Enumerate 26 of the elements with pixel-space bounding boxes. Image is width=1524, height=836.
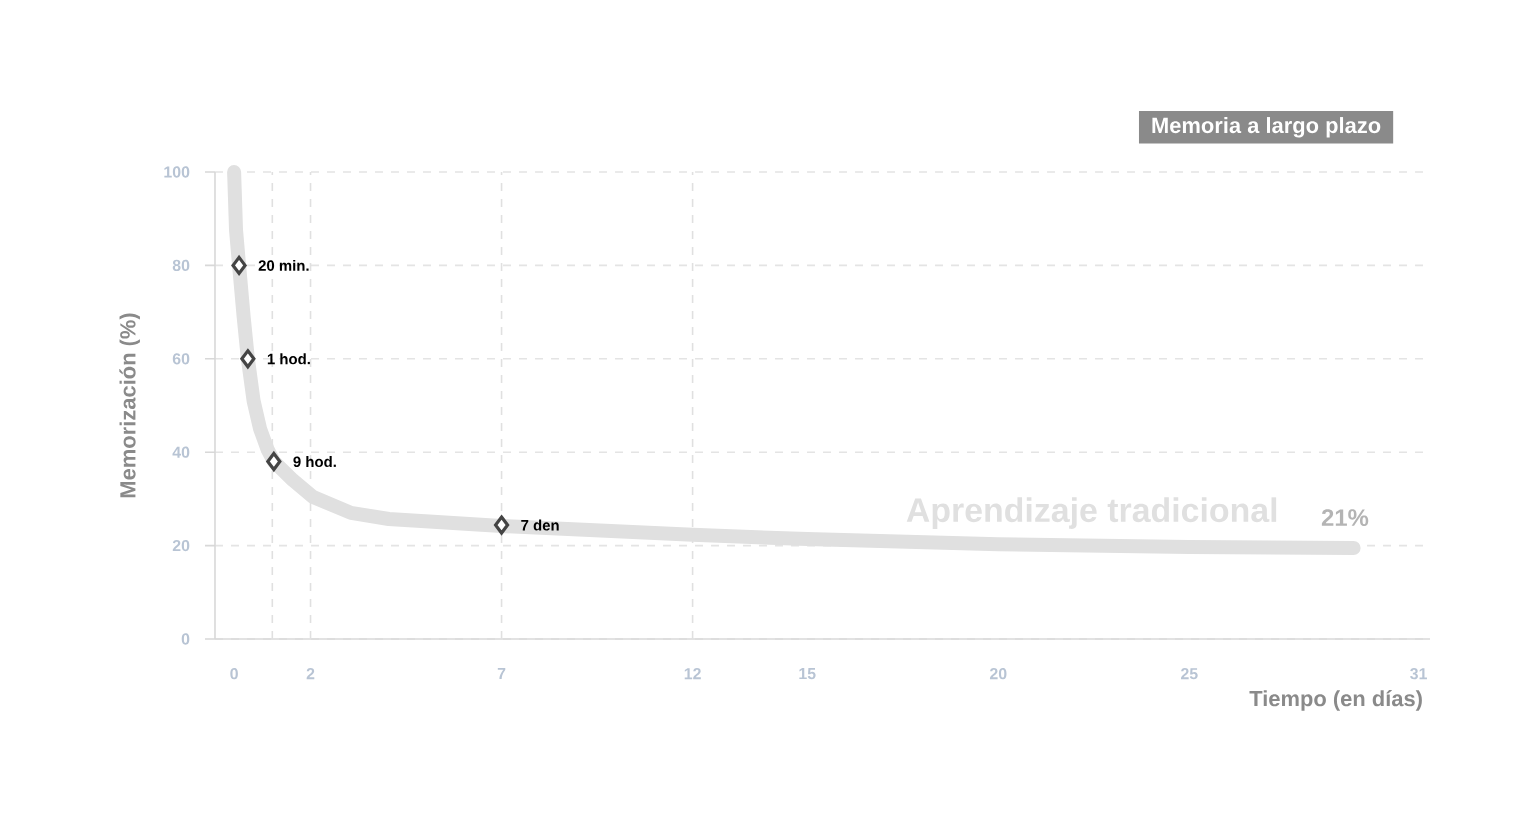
x-tick-label: 20 — [989, 668, 1007, 680]
x-tick-label: 31 — [1410, 668, 1427, 680]
y-tick-label: 60 — [172, 353, 190, 365]
y-tick-label: 40 — [172, 446, 190, 458]
x-tick-label: 0 — [230, 668, 238, 680]
x-axis-title: Tiempo (en días) — [1249, 690, 1422, 711]
x-tick-label: 15 — [799, 668, 816, 680]
x-tick-label: 2 — [306, 668, 315, 680]
x-tick-label: 12 — [684, 668, 701, 680]
y-tick-label: 0 — [181, 633, 190, 645]
y-tick-label: 100 — [164, 166, 190, 178]
x-tick-label: 25 — [1181, 668, 1198, 680]
point — [266, 451, 282, 472]
y-axis-title: Memorización (%) — [119, 313, 140, 498]
annotation: 20 min. — [258, 259, 309, 271]
y-tick-label: 80 — [172, 259, 190, 272]
point — [493, 515, 510, 535]
point — [231, 255, 247, 275]
annotation: 21% — [1321, 509, 1369, 527]
x-tick-label: 7 — [497, 668, 506, 680]
text: Memoria a largo plazo — [1152, 117, 1381, 138]
annotation: 9 hod. — [293, 456, 336, 468]
annotation: 1 hod. — [267, 353, 310, 365]
y-tick-label: 20 — [172, 539, 190, 552]
point — [240, 349, 256, 369]
annotation: 7 den — [521, 519, 559, 531]
